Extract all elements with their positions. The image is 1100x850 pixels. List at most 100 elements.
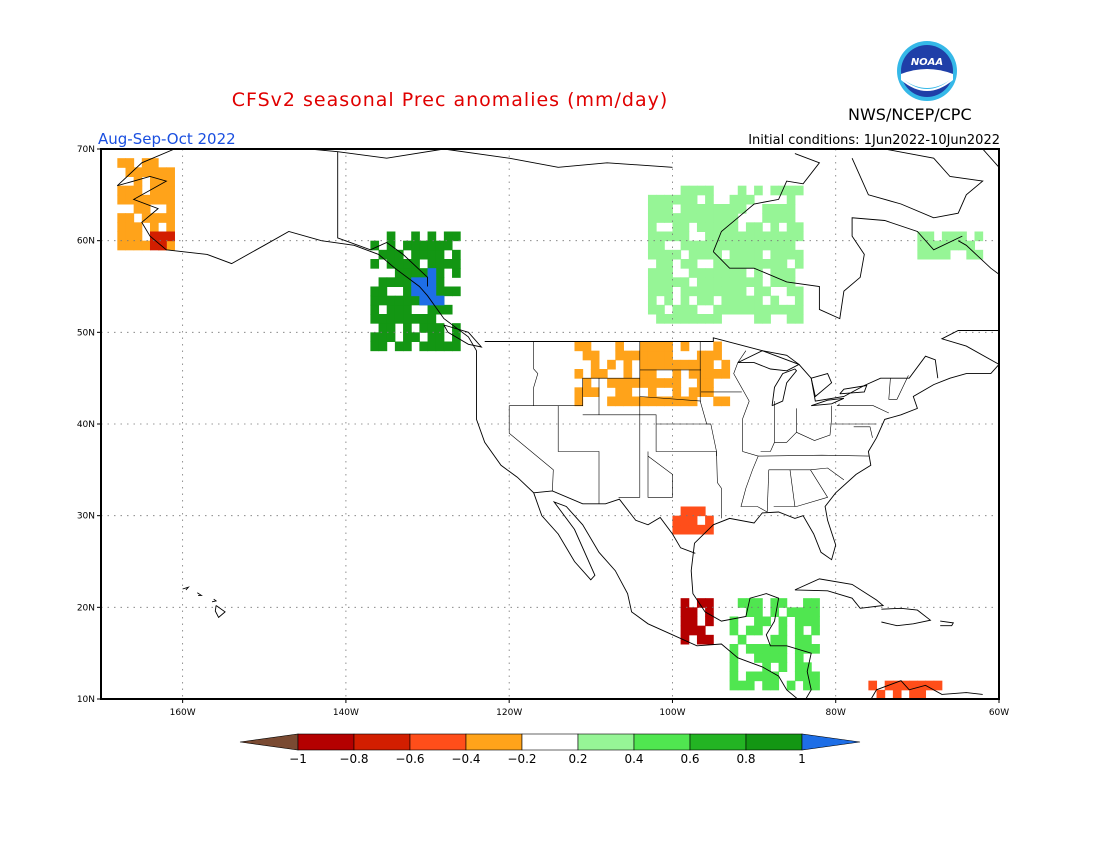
anomaly-cell: [664, 231, 673, 242]
anomaly-cell: [452, 286, 461, 297]
anomaly-cell: [794, 231, 804, 242]
anomaly-cell: [443, 240, 453, 251]
anomaly-cell: [745, 625, 755, 636]
anomaly-cell: [721, 222, 731, 232]
anomaly-cell: [696, 222, 706, 232]
anomaly-cell: [443, 259, 453, 269]
anomaly-cell: [688, 213, 698, 223]
anomaly-cell: [149, 222, 159, 232]
anomaly-cell: [688, 524, 698, 535]
anomaly-cell: [786, 213, 796, 223]
anomaly-cell: [794, 286, 804, 297]
anomaly-cell: [664, 350, 673, 361]
anomaly-cell: [427, 341, 437, 352]
anomaly-cell: [770, 213, 780, 223]
anomaly-cell: [803, 616, 812, 627]
coastline-path: [810, 373, 833, 398]
anomaly-cell: [672, 359, 682, 370]
state-border-path: [758, 454, 870, 457]
anomaly-cell: [117, 185, 126, 196]
state-border-path: [888, 375, 909, 400]
anomaly-cell: [680, 286, 690, 297]
anomaly-cell: [794, 634, 804, 645]
anomaly-cell: [688, 314, 698, 324]
anomaly-cell: [778, 662, 788, 672]
anomaly-cell: [370, 295, 380, 306]
anomaly-cell: [721, 240, 731, 251]
anomaly-cell: [778, 268, 788, 278]
anomaly-cell: [378, 295, 388, 306]
anomaly-cell: [762, 240, 771, 251]
anomaly-cell: [672, 277, 682, 287]
anomaly-cell: [680, 277, 690, 287]
anomaly-cell: [672, 369, 682, 379]
anomaly-cell: [770, 671, 780, 682]
anomaly-cell: [158, 176, 167, 187]
anomaly-cell: [149, 194, 159, 205]
anomaly-cell: [149, 231, 159, 242]
anomaly-cell: [770, 185, 780, 196]
anomaly-cell: [705, 249, 714, 260]
anomaly-cell: [411, 240, 420, 251]
anomaly-cell: [729, 194, 739, 205]
anomaly-cell: [745, 295, 755, 306]
anomaly-cell: [647, 369, 657, 379]
colorbar-swatch: [689, 733, 747, 751]
anomaly-cell: [925, 680, 935, 691]
anomaly-cell: [590, 350, 600, 361]
anomaly-cell: [378, 332, 388, 342]
anomaly-cell: [615, 378, 624, 388]
anomaly-cell: [647, 231, 657, 242]
anomaly-cell: [745, 598, 755, 608]
anomaly-cell: [647, 350, 657, 361]
anomaly-cell: [688, 359, 698, 370]
anomaly-cell: [435, 277, 445, 287]
anomaly-cell: [631, 378, 641, 388]
colorbar-over-triangle: [801, 733, 861, 751]
anomaly-cell: [745, 644, 755, 654]
anomaly-cell: [762, 680, 771, 691]
anomaly-cell: [166, 194, 175, 205]
anomaly-cell: [672, 231, 682, 242]
anomaly-cell: [803, 680, 812, 691]
anomaly-cell: [713, 350, 722, 361]
anomaly-cell: [166, 167, 175, 177]
anomaly-cell: [729, 204, 739, 214]
colorbar-swatch: [521, 733, 579, 751]
anomaly-cell: [680, 515, 690, 526]
coastline-path: [712, 153, 821, 252]
graticule: [101, 149, 999, 699]
anomaly-cell: [403, 268, 412, 278]
anomaly-cell: [680, 506, 690, 517]
anomaly-cell: [639, 369, 649, 379]
anomaly-cell: [680, 194, 690, 205]
anomaly-cell: [754, 185, 763, 196]
anomaly-cell: [696, 185, 706, 196]
anomaly-cell: [754, 240, 763, 251]
colorbar-swatch: [297, 733, 355, 751]
anomaly-cell: [696, 286, 706, 297]
anomaly-cell: [125, 167, 135, 177]
lon-tick-label: 140W: [333, 708, 359, 718]
lat-tick-label: 70N: [77, 145, 95, 155]
anomaly-cell: [762, 304, 771, 315]
anomaly-cell: [435, 295, 445, 306]
anomaly-cell: [141, 194, 151, 205]
anomaly-cell: [705, 616, 714, 627]
anomaly-cell: [762, 231, 771, 242]
anomaly-cell: [411, 286, 420, 297]
coastline-path: [870, 680, 983, 699]
anomaly-cell: [370, 286, 380, 297]
anomaly-cell: [647, 378, 657, 388]
anomaly-cell: [762, 314, 771, 324]
anomaly-cell: [378, 286, 388, 297]
anomaly-cell: [411, 314, 420, 324]
anomaly-cell: [803, 662, 812, 672]
anomaly-cell: [778, 277, 788, 287]
anomaly-cell: [403, 314, 412, 324]
anomaly-cell: [729, 249, 739, 260]
anomaly-cell: [435, 323, 445, 333]
anomaly-cell: [680, 295, 690, 306]
anomaly-cell: [149, 240, 159, 251]
anomaly-cell: [696, 359, 706, 370]
